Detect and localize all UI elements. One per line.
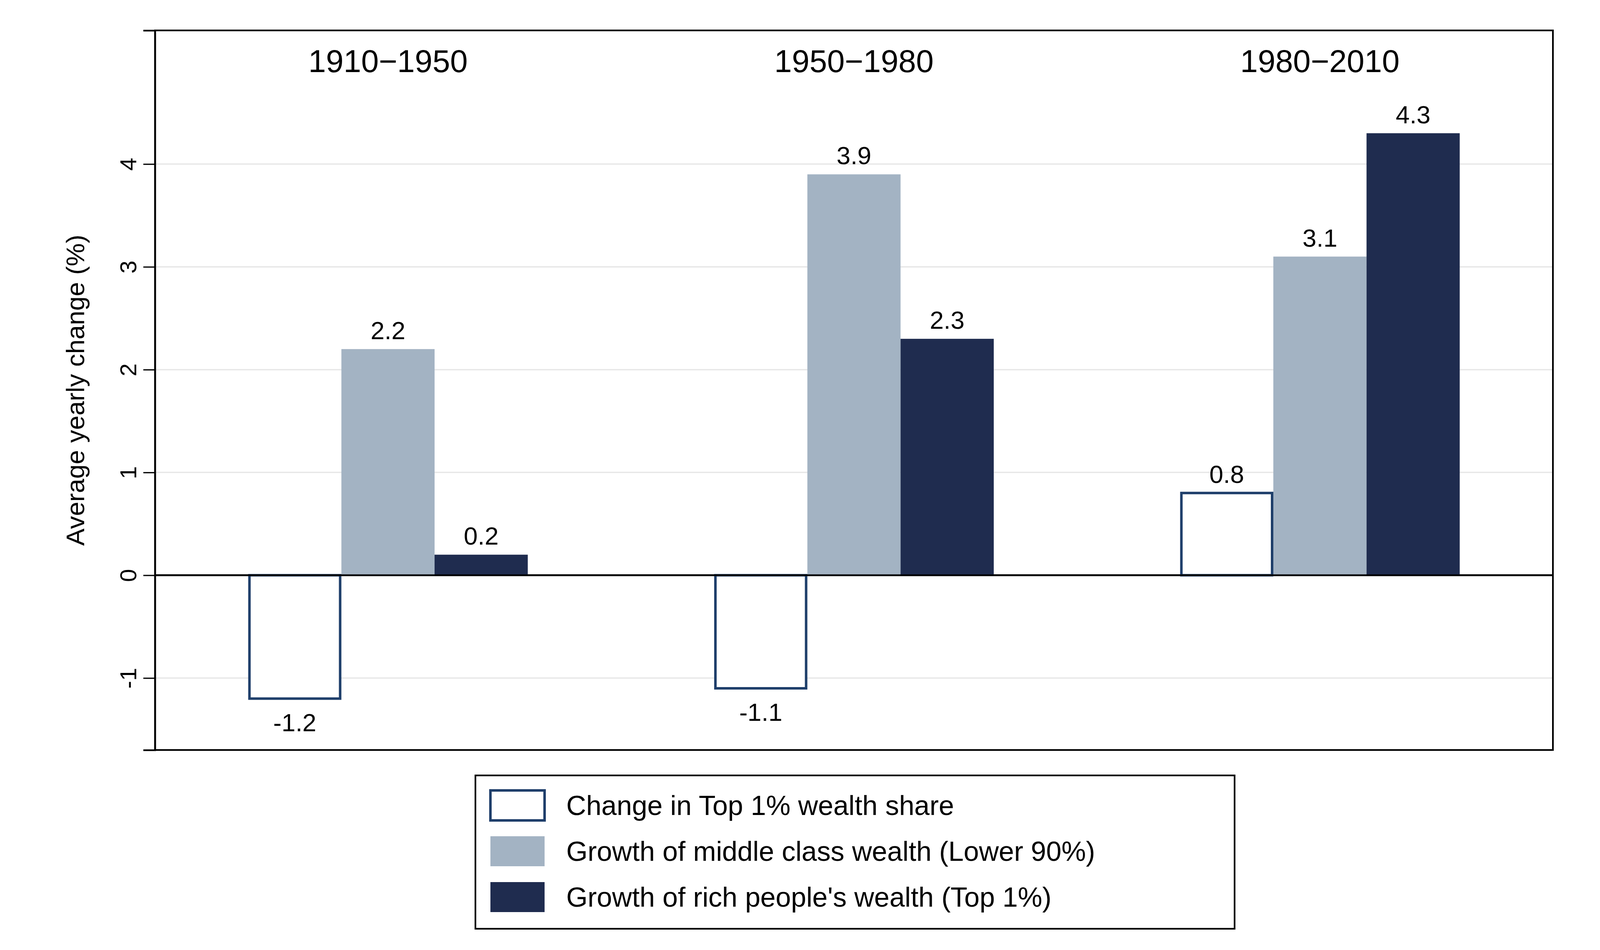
legend-label: Growth of rich people's wealth (Top 1%) — [566, 881, 1052, 913]
grid-line — [155, 677, 1553, 679]
tick-mark — [143, 266, 155, 268]
tick-label: 1 — [115, 466, 142, 480]
legend: Change in Top 1% wealth share Growth of m… — [475, 775, 1235, 929]
tick-mark — [143, 369, 155, 371]
data-label: 0.8 — [1209, 460, 1244, 489]
category-label: 1910−1950 — [308, 43, 468, 79]
bar — [249, 575, 341, 699]
tick-label: 4 — [115, 157, 142, 171]
legend-item: Change in Top 1% wealth share — [490, 790, 955, 821]
bar — [1181, 492, 1273, 575]
data-label: 3.9 — [836, 141, 872, 170]
data-label: -1.2 — [273, 708, 317, 737]
plot: -1.2-1.10.82.23.93.10.22.34.31910−195019… — [115, 30, 1553, 751]
tick: 3 — [115, 260, 155, 274]
tick-mark — [143, 472, 155, 474]
grid — [155, 164, 1553, 679]
zero-line — [155, 574, 1553, 577]
data-labels: -1.2 -1.1 0.8 2.2 3.9 3.1 0.2 2.3 4.3 — [273, 100, 1431, 737]
tick-mark — [143, 163, 155, 165]
bars — [249, 133, 1460, 699]
tick-mark — [143, 575, 155, 577]
legend-item: Growth of rich people's wealth (Top 1%) — [490, 881, 1052, 913]
tick-label: 0 — [115, 569, 142, 583]
bar — [1273, 256, 1367, 576]
chart: -1.2-1.10.82.23.93.10.22.34.31910−195019… — [0, 0, 1600, 950]
legend-swatch — [490, 790, 545, 821]
tick: 4 — [115, 157, 155, 171]
data-label: -1.1 — [739, 698, 783, 727]
bar — [715, 575, 807, 689]
y-axis: -1 0 1 2 3 4 — [115, 30, 156, 751]
y-axis-title: Average yearly change (%) — [60, 234, 90, 546]
legend-item: Growth of middle class wealth (Lower 90%… — [490, 835, 1095, 867]
tick: -1 — [115, 667, 155, 689]
tick-mark — [143, 677, 155, 679]
bar — [900, 338, 994, 575]
bar — [341, 349, 435, 576]
legend-swatch — [490, 836, 545, 867]
bar — [1366, 133, 1460, 576]
category-label: 1980−2010 — [1240, 43, 1400, 79]
tick-label: 3 — [115, 260, 142, 274]
tick-label: 2 — [115, 363, 142, 377]
category-labels: 1910−1950 1950−1980 1980−2010 — [308, 43, 1400, 79]
series — [341, 174, 1367, 575]
tick-label: -1 — [115, 667, 142, 689]
data-label: 2.2 — [370, 316, 405, 345]
category-label: 1950−1980 — [774, 43, 934, 79]
zero-line — [155, 574, 1553, 577]
data-label: 4.3 — [1395, 100, 1431, 129]
bar — [434, 554, 528, 575]
plot-frame — [155, 30, 1553, 750]
tick: 0 — [115, 569, 155, 583]
data-label: 2.3 — [929, 306, 965, 335]
y-axis-line — [143, 30, 156, 751]
legend-box — [475, 775, 1235, 929]
bar — [807, 174, 901, 575]
data-label: 0.2 — [463, 522, 499, 550]
tick: 2 — [115, 363, 155, 377]
legend-label: Change in Top 1% wealth share — [566, 790, 955, 821]
data-label: 3.1 — [1302, 224, 1338, 253]
tick: 1 — [115, 466, 155, 480]
legend-swatch — [490, 882, 545, 913]
series — [434, 133, 1460, 576]
legend-label: Growth of middle class wealth (Lower 90%… — [566, 835, 1095, 867]
